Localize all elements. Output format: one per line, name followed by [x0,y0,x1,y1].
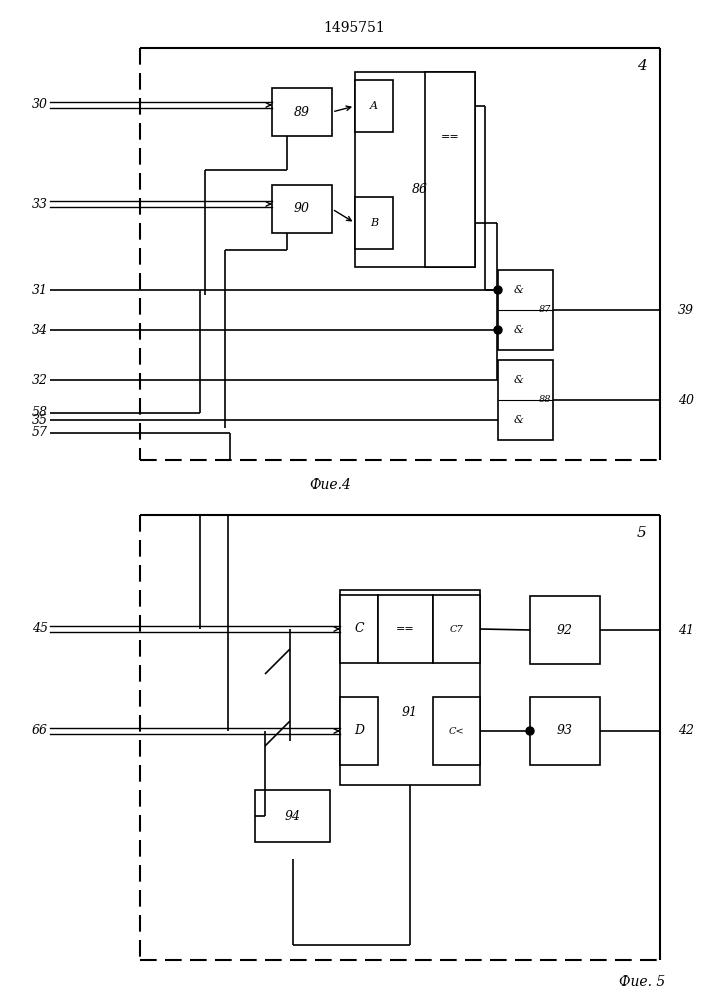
Circle shape [526,727,534,735]
Text: 87: 87 [539,306,551,314]
Circle shape [494,326,502,334]
Text: 42: 42 [678,724,694,738]
Text: 40: 40 [678,393,694,406]
Bar [433,595,480,663]
Text: D: D [354,724,364,738]
Text: 86: 86 [412,183,428,196]
Bar [498,270,553,350]
Text: 91: 91 [402,706,418,719]
Bar [355,72,475,267]
Text: 92: 92 [557,624,573,637]
Bar [340,697,378,765]
Text: A: A [370,101,378,111]
Text: B: B [370,218,378,228]
Text: 66: 66 [32,724,48,738]
Text: &: & [513,415,523,425]
Text: C7: C7 [450,624,463,634]
Text: C<: C< [449,726,464,736]
Text: 58: 58 [32,406,48,420]
Bar [530,596,600,664]
Bar [340,595,378,663]
Bar [378,595,433,663]
Bar [255,790,330,842]
Text: 34: 34 [32,324,48,336]
Text: 31: 31 [32,284,48,296]
Text: 93: 93 [557,724,573,738]
Text: &: & [513,325,523,335]
Bar [433,697,480,765]
Text: ==: == [396,624,415,634]
Text: 30: 30 [32,99,48,111]
Text: ==: == [440,132,460,142]
Text: &: & [513,285,523,295]
Bar [425,72,475,267]
Text: 32: 32 [32,373,48,386]
Text: Фие. 5: Фие. 5 [619,975,665,989]
Text: 5: 5 [637,526,647,540]
Text: 89: 89 [294,105,310,118]
Text: Фие.4: Фие.4 [309,478,351,492]
Text: C: C [354,622,364,636]
Circle shape [494,286,502,294]
Bar [272,88,332,136]
Bar [355,80,393,132]
Bar [355,197,393,249]
Text: 88: 88 [539,395,551,404]
Text: &: & [513,375,523,385]
Text: 45: 45 [32,622,48,636]
Text: 4: 4 [637,59,647,73]
Text: 33: 33 [32,198,48,211]
Bar [530,697,600,765]
Bar [272,185,332,233]
Bar [340,590,480,785]
Text: 1495751: 1495751 [323,21,385,35]
Text: 39: 39 [678,304,694,316]
Text: 90: 90 [294,202,310,216]
Text: 57: 57 [32,426,48,440]
Bar [498,360,553,440]
Text: 35: 35 [32,414,48,426]
Text: 94: 94 [284,810,300,822]
Text: 41: 41 [678,624,694,637]
Circle shape [286,845,300,859]
